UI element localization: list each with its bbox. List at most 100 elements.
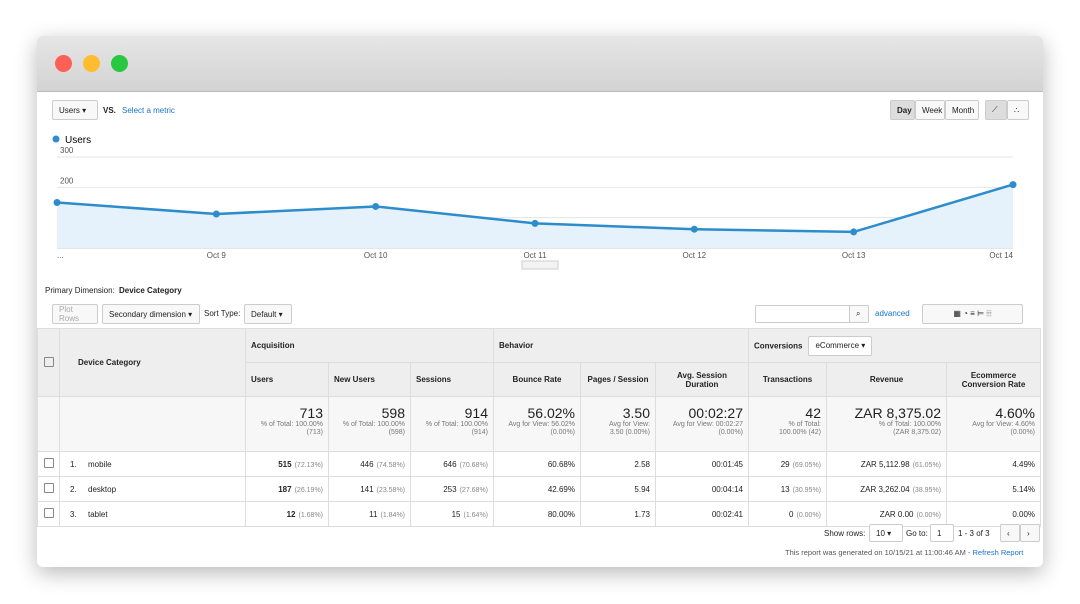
cell-value: 42.69% <box>547 484 575 494</box>
group-row: Device Category Acquisition Behavior Conver… <box>37 328 1042 397</box>
checkbox[interactable] <box>43 483 54 493</box>
prev-page[interactable]: ‹ <box>1000 524 1020 542</box>
plot-rows-button[interactable]: Plot Rows <box>52 304 98 324</box>
header-row: Users New Users Sessions Bounce Rate Pages /… <box>38 362 1042 397</box>
cell-value: 2.58 <box>634 459 650 469</box>
cell-value: 80.00% <box>547 509 575 519</box>
row-index: 3. <box>70 509 77 519</box>
row-name[interactable]: desktop <box>88 484 117 494</box>
data-cell: 00:01:45 <box>655 451 749 477</box>
total-value: 914 <box>464 405 488 421</box>
week-button[interactable]: Week <box>915 100 945 120</box>
total-note: % of Total: 100.00% <box>260 421 323 428</box>
total-value: 42 <box>805 405 821 421</box>
column-label[interactable]: Sessions <box>416 375 452 384</box>
cell-percent: (0.00%) <box>796 511 821 519</box>
collapse-handle <box>521 260 559 270</box>
group-label: Conversions <box>754 341 803 350</box>
minimize-button[interactable] <box>83 55 100 72</box>
total-note: (0.00%) <box>718 429 743 436</box>
checkbox[interactable] <box>43 458 54 468</box>
column-label[interactable]: New Users <box>334 375 375 384</box>
cell-value: ZAR 3,262.04 <box>860 484 910 494</box>
rows-value: 10 <box>876 528 885 538</box>
conversions-select[interactable]: eCommerce ▾ <box>808 335 873 356</box>
next-page[interactable]: › <box>1020 524 1040 542</box>
column-label[interactable]: Pages / Session <box>587 375 649 384</box>
dimension-header-label: Device Category <box>78 358 141 367</box>
data-cell: 2.58 <box>580 451 656 477</box>
x-tick-label: Oct 9 <box>207 251 227 260</box>
column-header: Pages / Session <box>580 362 656 397</box>
sort-value: Default <box>251 309 277 319</box>
title-bar <box>37 36 1043 92</box>
checkbox[interactable] <box>43 508 54 518</box>
total-value: ZAR 8,375.02 <box>854 405 941 421</box>
cell-value: 0.00% <box>1012 509 1036 519</box>
checkbox[interactable] <box>43 356 54 367</box>
x-tick-label: Oct 12 <box>683 251 707 260</box>
data-cell: 187 (26.19%) <box>245 476 329 502</box>
select-metric[interactable]: Select a metric <box>122 106 175 115</box>
column-label[interactable]: Revenue <box>869 375 904 384</box>
secondary-dimension[interactable]: Secondary dimension ▾ <box>102 304 200 324</box>
total-note: (ZAR 8,375.02) <box>893 429 941 436</box>
group-label: Acquisition <box>251 341 295 350</box>
metric-label: Users <box>59 105 80 115</box>
zoom-button[interactable] <box>111 55 128 72</box>
cell-value: 5.14% <box>1012 484 1036 494</box>
search-button[interactable]: ⌕ <box>849 305 869 323</box>
data-cell: 5.14% <box>945 476 1042 502</box>
dimension-cell: 3. tablet <box>59 501 246 527</box>
column-header: Bounce Rate <box>493 362 581 397</box>
row-name[interactable]: mobile <box>88 459 112 469</box>
month-button[interactable]: Month <box>945 100 979 120</box>
column-label[interactable]: Ecommerce Conversion Rate <box>961 370 1026 389</box>
sort-select[interactable]: Default ▾ <box>244 304 292 324</box>
column-label[interactable]: Bounce Rate <box>512 375 562 384</box>
group-header: Conversions eCommerce ▾ <box>747 328 1042 363</box>
cell-value: 253 <box>443 484 457 494</box>
total-cell: 56.02% Avg for View: 56.02% (0.00%) <box>493 396 581 452</box>
point <box>531 219 539 227</box>
goto-input[interactable]: 1 <box>930 524 954 542</box>
cell-value: 515 <box>278 459 292 469</box>
cell-value: 1.73 <box>634 509 650 519</box>
total-cell: 598% of Total: 100.00% (598) <box>328 396 411 452</box>
column-label[interactable]: Avg. Session Duration <box>677 370 727 389</box>
cell-percent: (72.13%) <box>294 461 323 469</box>
metric-select[interactable]: Users ▾ <box>52 100 98 120</box>
data-cell: 11 (1.84%) <box>328 501 411 527</box>
cell-value: 00:04:14 <box>711 484 743 494</box>
column-label[interactable]: Users <box>251 375 274 384</box>
cell-value: 4.49% <box>1012 459 1036 469</box>
window: Users ▾ VS. Select a metric Day Week Mon… <box>37 36 1043 567</box>
x-tick-label: Oct 13 <box>842 251 866 260</box>
group-header: Acquisition <box>245 328 494 363</box>
total-cell: 4.60% Avg for View: 4.60% (0.00%) <box>945 396 1042 452</box>
close-button[interactable] <box>55 55 72 72</box>
total-note: % of Total: <box>788 421 821 428</box>
motion-chart-button[interactable]: ∴ <box>1007 100 1029 120</box>
data-cell: ZAR 5,112.98 (61.05%) <box>826 451 947 477</box>
refresh-link[interactable]: Refresh Report <box>972 548 1024 557</box>
column-label[interactable]: Transactions <box>762 375 813 384</box>
view-buttons[interactable]: ▦ ◔ ≡ ⊨ ⦙⦙⦙ <box>922 304 1023 324</box>
column-header: Users <box>245 362 329 397</box>
data-row: 1. mobile 515 (72.13%) 446 (74.58%) 646 (70.68%… <box>37 451 1042 477</box>
column-header: Transactions <box>748 362 827 397</box>
data-cell: 1.73 <box>580 501 656 527</box>
row-name[interactable]: tablet <box>88 509 108 519</box>
legend-label: Users <box>65 135 91 146</box>
day-button[interactable]: Day <box>890 100 915 120</box>
data-cell: 0 (0.00%) <box>748 501 827 527</box>
rows-select[interactable]: 10 ▾ <box>869 524 903 542</box>
y-tick-label: 200 <box>60 176 74 185</box>
line-chart-button[interactable]: ⟋ <box>985 100 1007 120</box>
checkbox-cell <box>37 501 60 527</box>
advanced-link[interactable]: advanced <box>875 309 910 318</box>
cell-value: 141 <box>360 484 374 494</box>
primary-dimension-value[interactable]: Device Category <box>119 286 182 295</box>
